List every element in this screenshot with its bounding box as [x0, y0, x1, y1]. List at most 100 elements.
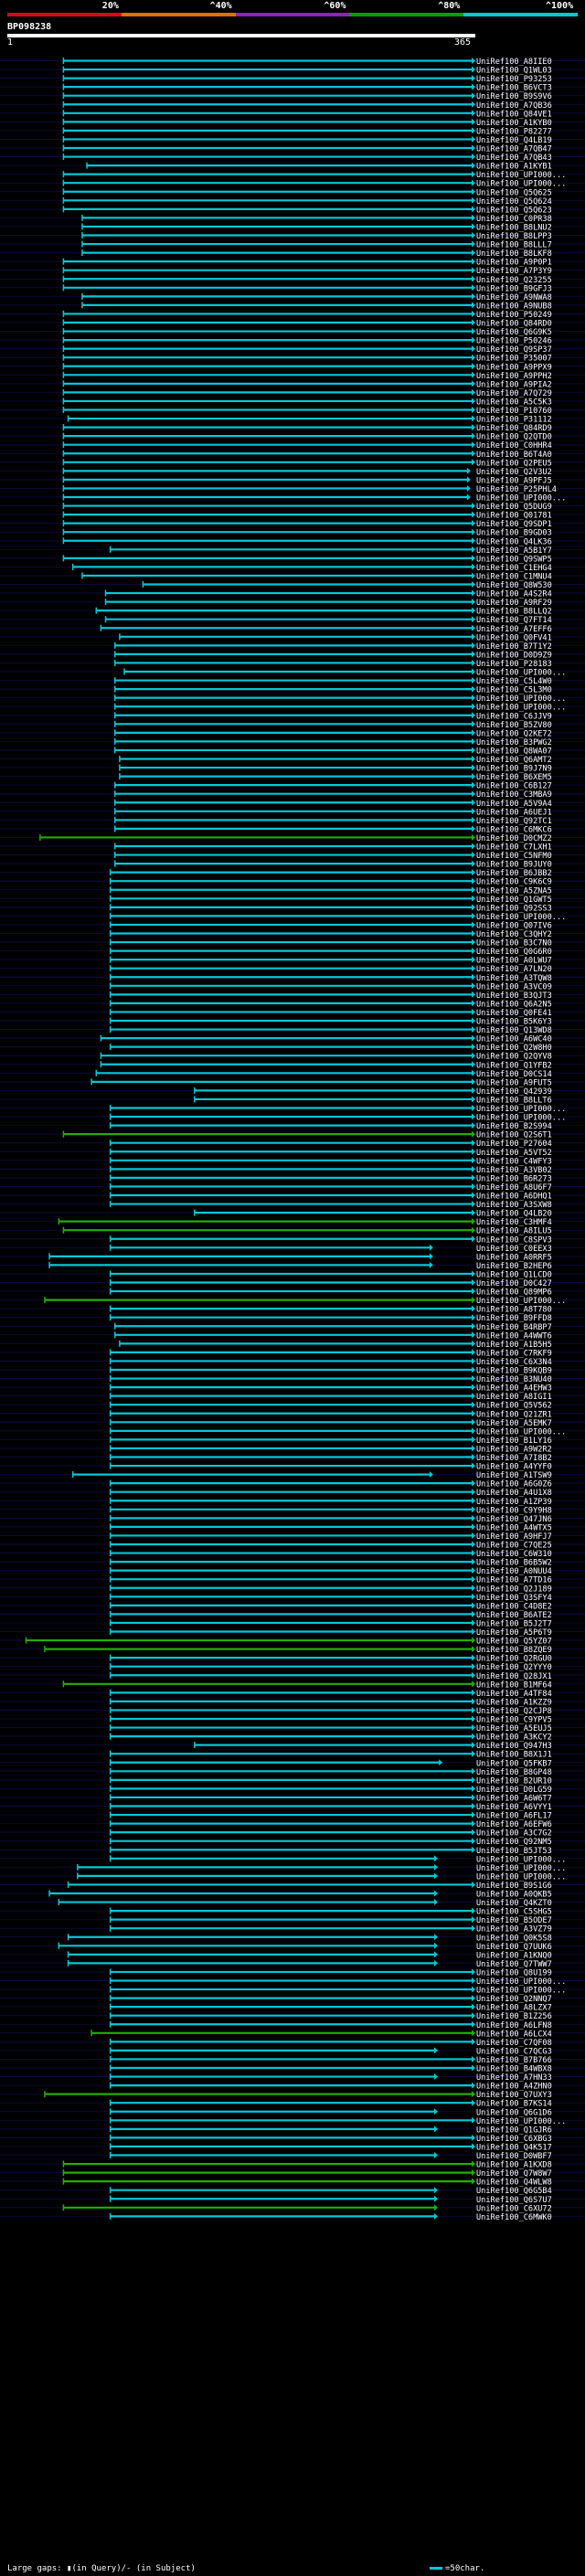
hit-label: UniRef100_Q7W8W7 — [476, 2169, 552, 2178]
hit-end-arrow — [472, 1375, 475, 1383]
hit-row: UniRef100_Q0G6R0 — [109, 948, 552, 957]
hit-end-arrow — [434, 1934, 439, 1941]
hit-row: UniRef100_Q84VE1 — [62, 110, 552, 119]
hit-label: UniRef100_D0CMZ2 — [476, 834, 552, 843]
hit-row: UniRef100_B2UR10 — [109, 1776, 552, 1786]
legend-label-5: ^100% — [546, 1, 574, 11]
hit-end-arrow — [434, 2108, 439, 2115]
hit-end-arrow — [472, 712, 475, 719]
hit-end-arrow — [472, 729, 475, 737]
hit-row: UniRef100_Q6A2N5 — [109, 1000, 552, 1009]
hit-row: UniRef100_Q84RD0 — [62, 319, 552, 329]
hit-row: UniRef100_B7KS14 — [109, 2099, 552, 2109]
hit-label: UniRef100_B5K6Y3 — [476, 1018, 552, 1027]
hit-label: UniRef100_Q5DUG9 — [476, 503, 552, 512]
hit-row: UniRef100_A0QKB5 — [48, 1890, 552, 1900]
hit-row: UniRef100_D0WBF7 — [109, 2152, 552, 2161]
hit-label: UniRef100_Q2W8H0 — [476, 1044, 552, 1053]
hit-label: UniRef100_A6W6T7 — [476, 1794, 552, 1803]
hit-label: UniRef100_B3PWG2 — [476, 738, 552, 747]
hit-label: UniRef100_UPI000... — [476, 913, 566, 922]
hit-end-arrow — [472, 694, 475, 702]
hit-end-arrow — [472, 2091, 475, 2098]
hit-row: UniRef100_UPI000... — [109, 1105, 566, 1114]
hit-label: UniRef100_A6LCX4 — [476, 2030, 552, 2039]
hit-end-arrow — [472, 1297, 475, 1304]
hit-label: UniRef100_A4U1X8 — [476, 1489, 552, 1498]
hit-label: UniRef100_B7T1Y2 — [476, 642, 552, 652]
hit-label: UniRef100_B9GFJ3 — [476, 284, 552, 293]
hit-end-arrow — [472, 1811, 475, 1818]
hit-end-arrow — [472, 1532, 475, 1539]
hit-row: UniRef100_A0LWU7 — [109, 956, 552, 966]
legend-label-4: ^80% — [438, 1, 461, 11]
hit-label: UniRef100_B9KQB9 — [476, 1367, 552, 1376]
hit-label: UniRef100_C6W310 — [476, 1550, 552, 1559]
hit-row: UniRef100_B1LY16 — [109, 1436, 552, 1446]
hit-label: UniRef100_A7EFF6 — [476, 625, 552, 634]
hit-row: UniRef100_C6B127 — [114, 781, 552, 791]
query-end-position: 365 — [454, 37, 472, 48]
hit-row: UniRef100_UPI000... — [109, 1427, 566, 1436]
hit-row: UniRef100_Q28JX1 — [109, 1671, 552, 1681]
hit-end-arrow — [472, 607, 475, 614]
hit-label: UniRef100_A9W2R2 — [476, 1445, 552, 1454]
hit-end-arrow — [472, 825, 475, 832]
hit-label: UniRef100_B6R273 — [476, 1174, 552, 1183]
hit-row: UniRef100_A8IIE0 — [62, 58, 552, 67]
hit-end-arrow — [472, 1698, 475, 1705]
hit-row: UniRef100_B1MF64 — [62, 1680, 552, 1690]
hit-label: UniRef100_Q8WA07 — [476, 747, 552, 756]
hit-row: UniRef100_P31112 — [67, 415, 552, 425]
hit-label: UniRef100_A1TSW9 — [476, 1471, 552, 1480]
hit-row: UniRef100_Q5DUG9 — [62, 503, 552, 512]
hit-label: UniRef100_C3MBA9 — [476, 790, 552, 800]
hit-label: UniRef100_P93253 — [476, 75, 552, 84]
hit-row: UniRef100_A1ZP39 — [109, 1497, 552, 1507]
hit-label: UniRef100_C9YPV5 — [476, 1716, 552, 1725]
hit-end-arrow — [472, 982, 475, 990]
hit-label: UniRef100_B6XEM5 — [476, 773, 552, 782]
hit-row: UniRef100_Q13WD8 — [109, 1026, 552, 1035]
hit-row: UniRef100_A1KXD8 — [62, 2160, 552, 2170]
hit-row: UniRef100_UPI000... — [62, 179, 566, 189]
hit-row: UniRef100_B3C7N0 — [109, 938, 552, 949]
hit-row: UniRef100_Q2QTD0 — [62, 432, 552, 442]
hit-row: UniRef100_B5J2T7 — [109, 1619, 552, 1628]
hit-end-arrow — [472, 1986, 475, 1993]
hit-row: UniRef100_UPI000... — [109, 2116, 566, 2126]
hit-label: UniRef100_C7QCG3 — [476, 2047, 552, 2056]
hit-end-arrow — [472, 1044, 475, 1051]
hit-label: UniRef100_B6B5W2 — [476, 1559, 552, 1568]
hit-end-arrow — [472, 1000, 475, 1007]
hit-end-arrow — [472, 599, 475, 606]
hit-row: UniRef100_Q7UXY3 — [44, 2091, 552, 2100]
hit-row: UniRef100_A8T780 — [109, 1305, 552, 1315]
hit-end-arrow — [472, 83, 475, 90]
hit-end-arrow — [472, 921, 475, 928]
hit-label: UniRef100_Q13WD8 — [476, 1026, 552, 1035]
hit-label: UniRef100_A0NUU4 — [476, 1567, 552, 1576]
hit-end-arrow — [472, 275, 475, 282]
hit-label: UniRef100_Q6AMT2 — [476, 756, 552, 765]
hit-row: UniRef100_Q2YYY0 — [109, 1663, 552, 1672]
hit-end-arrow — [472, 1436, 475, 1443]
hit-label: UniRef100_Q8W530 — [476, 581, 552, 590]
hit-row: UniRef100_Q7W8W7 — [62, 2169, 552, 2178]
hit-end-arrow — [472, 1165, 475, 1172]
hit-row: UniRef100_C6JJV9 — [114, 712, 552, 721]
hit-end-arrow — [472, 1968, 475, 1976]
hit-end-arrow — [472, 1218, 475, 1225]
hit-label: UniRef100_UPI000... — [476, 704, 566, 713]
hit-end-arrow — [472, 1462, 475, 1469]
hit-label: UniRef100_B6VCT3 — [476, 84, 552, 93]
hit-end-arrow — [472, 1838, 475, 1845]
hit-end-arrow — [472, 1489, 475, 1496]
hit-end-arrow — [472, 284, 475, 292]
hit-end-arrow — [472, 223, 475, 230]
hit-label: UniRef100_B9FFD8 — [476, 1314, 552, 1323]
hit-end-arrow — [472, 1235, 475, 1243]
hit-label: UniRef100_B8LLQ2 — [476, 608, 552, 617]
hit-row: UniRef100_A6G0Z6 — [109, 1479, 552, 1489]
hit-label: UniRef100_A6VYY1 — [476, 1803, 552, 1812]
